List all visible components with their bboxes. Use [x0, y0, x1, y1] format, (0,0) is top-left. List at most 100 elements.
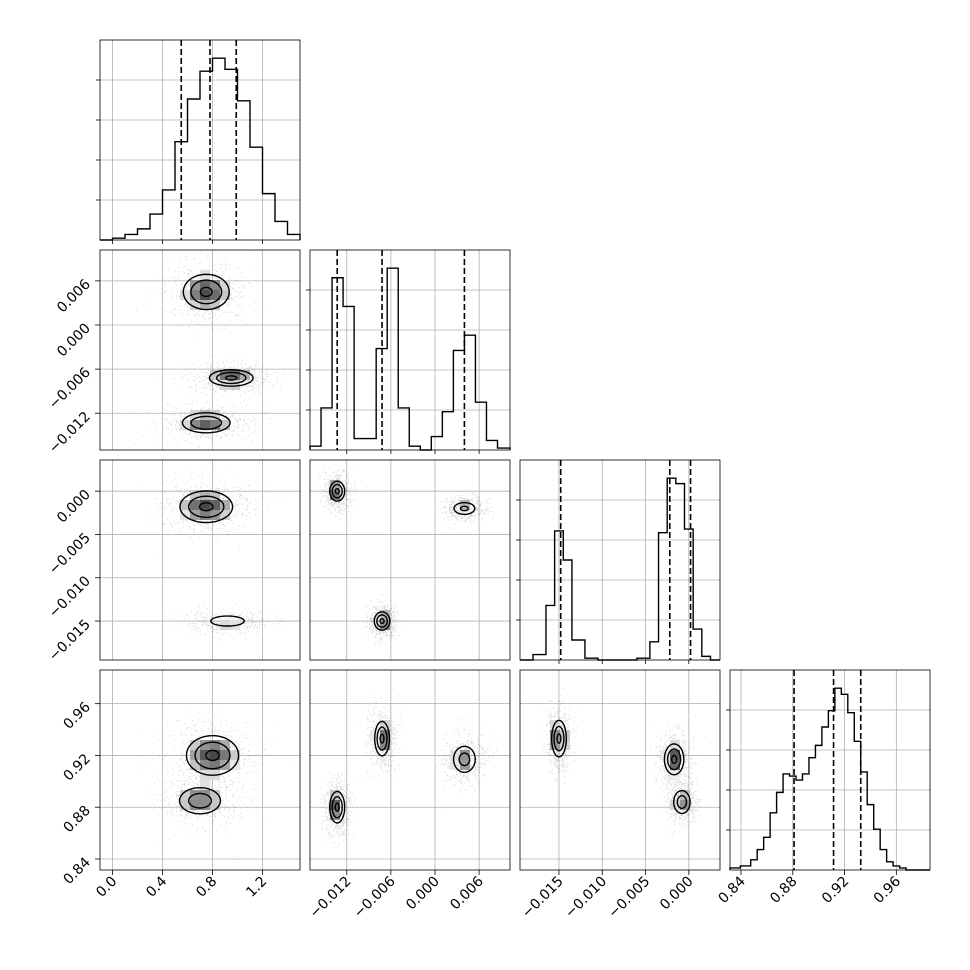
histogram-steps [100, 57, 301, 241]
hist-panel-3 [726, 669, 931, 871]
x-tick-label: −0.010 [562, 874, 610, 922]
density-cell [180, 800, 190, 810]
density-cell [220, 290, 230, 300]
contour-line [376, 614, 389, 628]
density-cell [220, 620, 230, 630]
x-tick-label: −0.006 [351, 873, 399, 921]
density-cell [380, 730, 390, 740]
density-cell [330, 490, 340, 500]
density-cell [220, 740, 230, 750]
contour-line [453, 501, 476, 516]
contour-line [194, 741, 231, 770]
contour-line [215, 371, 247, 385]
density-cell [210, 490, 220, 500]
density-cell [210, 800, 220, 810]
contour-line [671, 754, 678, 764]
panel-frame [99, 249, 301, 451]
contour-line [182, 273, 230, 311]
contour-line [452, 745, 476, 773]
x-tick-label: −0.005 [605, 874, 653, 922]
panel-frame [309, 669, 511, 871]
density-cell [240, 370, 250, 380]
histogram-steps [520, 477, 720, 661]
density-cell [200, 420, 210, 430]
density-cell [220, 370, 230, 380]
panel-frame [519, 459, 721, 661]
density-cell [380, 620, 390, 630]
density-cell [210, 510, 220, 520]
y-tick-label: −0.012 [46, 409, 94, 457]
density-cell [180, 790, 190, 800]
density-cell [190, 800, 200, 810]
density-cell [190, 290, 200, 300]
density-cell [670, 740, 680, 750]
scatter-points [317, 693, 502, 848]
pair-panel-2-0 [99, 459, 301, 661]
contour-line [379, 733, 385, 744]
density-cell [200, 300, 210, 310]
density-cell [380, 610, 390, 620]
density-cell [220, 500, 230, 510]
panel-frame [309, 459, 511, 661]
contour-line [553, 725, 565, 752]
contour-line [328, 790, 346, 824]
density-cell [180, 510, 190, 520]
x-tick-label: −0.015 [519, 874, 567, 922]
histogram-steps [309, 267, 511, 451]
contour-line [190, 415, 223, 430]
y-tick-label: −0.010 [46, 573, 94, 621]
y-tick-label: 0.92 [60, 751, 93, 784]
density-cell [210, 290, 220, 300]
contour-line [556, 733, 562, 744]
y-tick-label: 0.84 [60, 854, 93, 887]
density-cell [210, 370, 220, 380]
density-cell [190, 500, 200, 510]
density-cell [670, 800, 680, 810]
y-tick-label: −0.015 [46, 617, 94, 665]
contour-line [199, 286, 213, 298]
contour-line [376, 726, 388, 751]
contour-line [187, 792, 213, 809]
contour-line [208, 368, 254, 387]
contour-line [190, 279, 223, 305]
contour-line [331, 796, 343, 819]
panel-frame [99, 459, 301, 661]
density-cell [450, 750, 460, 760]
density-cell [190, 280, 200, 290]
density-cell [210, 300, 220, 310]
panel-frame [729, 669, 931, 871]
density-cell [460, 500, 470, 510]
density-cell [230, 380, 240, 390]
density-cell [190, 410, 200, 420]
density-cell [210, 410, 220, 420]
contour-line [672, 789, 691, 815]
contour-line [181, 412, 231, 434]
panel-frame [99, 39, 301, 241]
density-cell [220, 510, 230, 520]
density-cell [220, 380, 230, 390]
density-cell [330, 790, 340, 800]
pair-panel-3-0 [99, 669, 301, 871]
density-cell [380, 720, 390, 730]
density-cell [210, 790, 220, 800]
contour-line [328, 480, 346, 502]
x-tick-label: 0.8 [193, 874, 220, 901]
density-cell [200, 410, 210, 420]
hist-panel-1 [306, 249, 511, 451]
panel-frame [99, 669, 301, 871]
hist-panel-0 [96, 39, 301, 241]
contour-line [676, 794, 688, 810]
x-tick-label: 0.0 [93, 874, 120, 901]
contour-line [187, 495, 225, 519]
contour-line [179, 490, 234, 524]
density-cell [380, 740, 390, 750]
density-cell [210, 750, 220, 760]
density-cell [190, 420, 200, 430]
density-cell [190, 300, 200, 310]
density-cell [550, 730, 560, 740]
contour-line [373, 611, 391, 631]
pair-panel-1-0 [99, 249, 301, 451]
density-cell [190, 490, 200, 500]
contour-line [373, 720, 391, 757]
